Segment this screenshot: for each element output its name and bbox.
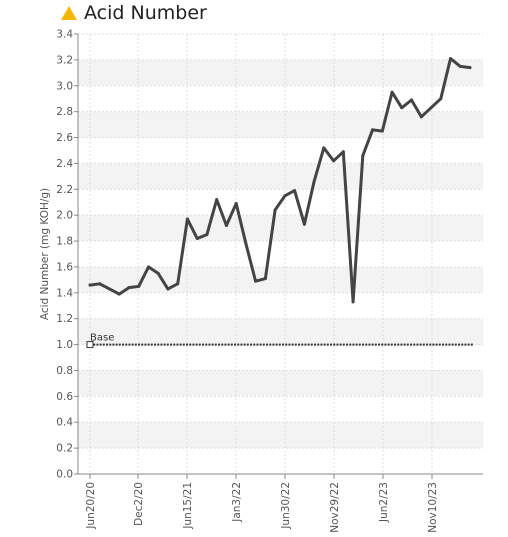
x-tick-label: Jan3/22	[231, 482, 243, 523]
data-point	[351, 300, 355, 304]
data-point	[137, 284, 141, 288]
x-tick-label: Nov10/23	[427, 482, 439, 533]
data-point	[234, 202, 238, 206]
data-point	[107, 287, 111, 291]
data-point	[380, 129, 384, 133]
y-tick-label: 3.0	[56, 80, 73, 92]
data-point	[244, 242, 248, 246]
data-point	[146, 265, 150, 269]
y-tick-label: 0.2	[56, 443, 73, 455]
plot-band	[78, 111, 483, 138]
base-marker	[86, 341, 94, 349]
y-tick-label: 3.4	[56, 29, 73, 41]
data-point	[273, 208, 277, 212]
data-point	[283, 194, 287, 198]
y-tick-label: 2.8	[56, 106, 73, 118]
y-axis-label: Acid Number (mg KOH/g)	[39, 188, 51, 320]
data-point	[263, 277, 267, 281]
chart-title: Acid Number	[84, 2, 207, 24]
x-tick-label: Jun20/20	[85, 482, 97, 530]
grid-lines	[78, 33, 483, 475]
data-point	[322, 146, 326, 150]
warning-triangle-icon	[61, 6, 77, 20]
y-tick-label: 0.4	[56, 417, 73, 429]
y-ticks: 0.0 0.2 0.4 0.6 0.8 1.0 1.2 1.4 1.6 1.8 2.0 2.2 2.4 2…	[56, 29, 73, 481]
data-point	[468, 66, 472, 70]
base-label: Base	[90, 333, 114, 344]
series: Base	[86, 57, 473, 349]
data-point	[361, 154, 365, 158]
data-point	[341, 150, 345, 154]
data-point	[88, 283, 92, 287]
data-point	[429, 106, 433, 110]
data-point	[224, 224, 228, 228]
acid-number-line	[88, 57, 472, 304]
x-tick-label: Jun30/22	[280, 482, 292, 530]
data-point	[400, 106, 404, 110]
y-tick-label: 1.4	[56, 287, 73, 299]
data-point	[195, 236, 199, 240]
x-tick-label: Nov29/22	[329, 482, 341, 533]
data-point	[312, 180, 316, 184]
y-tick-label: 1.0	[56, 339, 73, 351]
y-tick-label: 0.8	[56, 365, 73, 377]
plot-band	[78, 266, 483, 293]
y-tick-label: 0.0	[56, 469, 73, 481]
data-point	[215, 198, 219, 202]
y-tick-label: 1.8	[56, 236, 73, 248]
plot-band	[78, 59, 483, 86]
data-point	[98, 282, 102, 286]
data-point	[166, 287, 170, 291]
plot-band	[78, 163, 483, 190]
data-point	[302, 222, 306, 226]
y-tick-label: 1.2	[56, 313, 73, 325]
data-point	[410, 98, 414, 102]
data-point	[371, 128, 375, 132]
plot-band	[78, 318, 483, 345]
data-point	[332, 159, 336, 163]
data-point	[205, 233, 209, 237]
data-point	[439, 97, 443, 101]
data-point	[419, 115, 423, 119]
plot-band	[78, 422, 483, 449]
data-point	[127, 286, 131, 290]
data-point	[185, 217, 189, 221]
y-tick-label: 2.4	[56, 158, 73, 170]
x-ticks: Jun20/20 Dec2/20 Jun15/21 Jan3/22 Jun30/22 No…	[85, 482, 439, 533]
y-tick-label: 2.2	[56, 184, 73, 196]
y-tick-label: 0.6	[56, 391, 73, 403]
x-tick-label: Dec2/20	[133, 482, 145, 526]
plot-band	[78, 215, 483, 242]
data-point	[390, 90, 394, 94]
data-point	[176, 282, 180, 286]
data-point	[449, 57, 453, 61]
data-point	[458, 64, 462, 68]
data-point	[117, 292, 121, 296]
data-point	[156, 271, 160, 275]
y-tick-label: 3.2	[56, 54, 73, 66]
y-tick-label: 2.6	[56, 132, 73, 144]
axes	[74, 33, 483, 479]
y-tick-label: 2.0	[56, 210, 73, 222]
data-point	[254, 279, 258, 283]
x-tick-label: Jun2/23	[378, 482, 390, 523]
x-tick-label: Jun15/21	[182, 482, 194, 530]
plot-band	[78, 370, 483, 397]
y-tick-label: 1.6	[56, 261, 73, 273]
plot-bands	[78, 59, 483, 449]
data-point	[293, 189, 297, 193]
chart-header: Acid Number	[60, 2, 207, 24]
